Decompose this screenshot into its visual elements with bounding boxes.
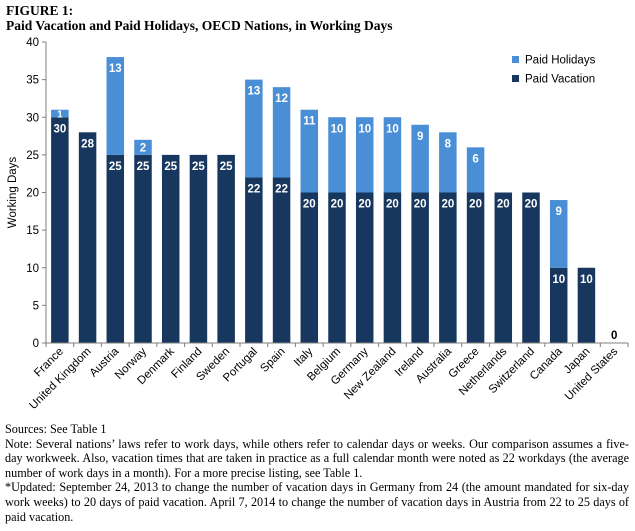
bar-paid-holidays	[300, 109, 319, 193]
bar-paid-vacation	[272, 177, 291, 343]
data-label-paid-vacation: 22	[275, 183, 288, 195]
bar-paid-vacation	[134, 154, 152, 343]
bar-paid-holidays	[328, 117, 346, 193]
legend-label: Paid Holidays	[525, 55, 596, 67]
bar-paid-vacation	[411, 192, 429, 343]
sources-note: Sources: See Table 1	[5, 422, 107, 436]
legend: Paid Holidays Paid Vacation	[512, 55, 596, 86]
data-label-paid-vacation: 0	[611, 330, 617, 342]
y-tick-label: 0	[33, 338, 39, 350]
bar-paid-holidays	[134, 139, 152, 155]
data-label-paid-vacation: 28	[81, 138, 94, 150]
data-label-paid-holidays: 6	[472, 153, 478, 165]
bar-paid-vacation	[51, 117, 69, 343]
data-label-paid-vacation: 20	[358, 199, 371, 211]
figure-label: FIGURE 1:	[6, 3, 74, 18]
bars: 30 1 28 25 13 25 2 25 25 25 22 13 22 12 20 11 20 10 20 10 20…	[51, 57, 617, 343]
data-label-paid-vacation: 20	[497, 199, 510, 211]
y-tick-label: 30	[26, 112, 39, 124]
y-tick-label: 20	[26, 188, 39, 200]
data-label-paid-vacation: 20	[469, 199, 482, 211]
legend-label: Paid Vacation	[525, 74, 595, 86]
y-tick-label: 15	[26, 225, 39, 237]
bar-paid-holidays	[411, 124, 429, 193]
data-label-paid-vacation: 10	[580, 274, 593, 286]
bar-paid-vacation	[161, 154, 180, 343]
comparison-note: Note: Several nations’ laws refer to wor…	[5, 436, 629, 480]
figure-notes: Sources: See Table 1 Note: Several natio…	[5, 422, 629, 524]
data-label-paid-vacation: 25	[137, 161, 150, 173]
bar-paid-holidays	[272, 87, 291, 178]
bar-paid-vacation	[189, 154, 208, 343]
bar-paid-vacation	[106, 154, 125, 343]
bar-paid-holidays	[383, 117, 402, 193]
bar-paid-holidays	[51, 109, 69, 118]
data-label-paid-vacation: 25	[109, 161, 122, 173]
data-label-paid-holidays: 13	[109, 63, 122, 75]
bar-paid-vacation	[217, 154, 235, 343]
data-label-paid-vacation: 20	[441, 199, 454, 211]
legend-swatch	[512, 56, 519, 63]
bar-paid-holidays	[245, 79, 263, 178]
bar-paid-vacation	[245, 177, 263, 343]
bar-paid-vacation	[383, 192, 402, 343]
data-label-paid-vacation: 20	[331, 199, 344, 211]
bar-paid-holidays	[549, 200, 568, 268]
data-label-paid-holidays: 12	[275, 93, 288, 105]
bar-paid-vacation	[522, 192, 540, 343]
bar-paid-vacation	[300, 192, 319, 343]
data-label-paid-vacation: 30	[53, 123, 66, 135]
bar-paid-vacation	[439, 192, 457, 343]
update-note: *Updated: September 24, 2013 to change t…	[5, 480, 629, 524]
data-label-paid-holidays: 9	[556, 206, 562, 218]
bar-paid-vacation	[355, 192, 374, 343]
data-label-paid-holidays: 8	[445, 138, 452, 150]
data-label-paid-holidays: 10	[331, 123, 344, 135]
bar-paid-vacation	[78, 132, 97, 343]
y-axis-title: Working Days	[7, 157, 19, 229]
data-label-paid-vacation: 20	[303, 199, 316, 211]
data-label-paid-holidays: 1	[57, 109, 63, 120]
data-label-paid-holidays: 10	[358, 123, 371, 135]
bar-paid-vacation	[549, 267, 568, 343]
category-label: Spain	[258, 346, 287, 375]
data-label-paid-holidays: 10	[386, 123, 399, 135]
bar-paid-holidays	[439, 132, 457, 193]
legend-swatch	[512, 75, 519, 82]
data-label-paid-vacation: 25	[164, 161, 177, 173]
y-tick-label: 25	[26, 150, 39, 162]
bar-paid-vacation	[328, 192, 346, 343]
data-label-paid-vacation: 10	[552, 274, 565, 286]
data-label-paid-vacation: 22	[247, 183, 260, 195]
y-tick-label: 10	[26, 263, 39, 275]
y-tick-label: 35	[26, 75, 39, 87]
data-label-paid-holidays: 9	[417, 131, 423, 143]
bar-paid-vacation	[577, 267, 596, 343]
figure-header: FIGURE 1: Paid Vacation and Paid Holiday…	[6, 3, 631, 33]
bar-paid-holidays	[355, 117, 374, 193]
data-label-paid-holidays: 13	[247, 86, 260, 98]
data-label-paid-holidays: 2	[140, 142, 146, 154]
bar-paid-holidays	[106, 57, 125, 155]
figure-title: Paid Vacation and Paid Holidays, OECD Na…	[6, 18, 393, 33]
bar-paid-vacation	[466, 192, 485, 343]
data-label-paid-vacation: 20	[414, 199, 427, 211]
category-label: Italy	[292, 345, 316, 369]
bar-paid-vacation	[494, 192, 513, 343]
data-label-paid-vacation: 20	[386, 199, 399, 211]
data-label-paid-vacation: 25	[220, 161, 233, 173]
data-label-paid-vacation: 20	[525, 199, 538, 211]
y-tick-label: 5	[33, 300, 39, 312]
y-axis: 0 5 10 15 20 25 30 35 40 Working Days	[7, 37, 47, 350]
data-label-paid-holidays: 11	[303, 116, 316, 128]
data-label-paid-vacation: 25	[192, 161, 205, 173]
y-tick-label: 40	[26, 37, 39, 49]
bar-paid-holidays	[466, 147, 485, 193]
